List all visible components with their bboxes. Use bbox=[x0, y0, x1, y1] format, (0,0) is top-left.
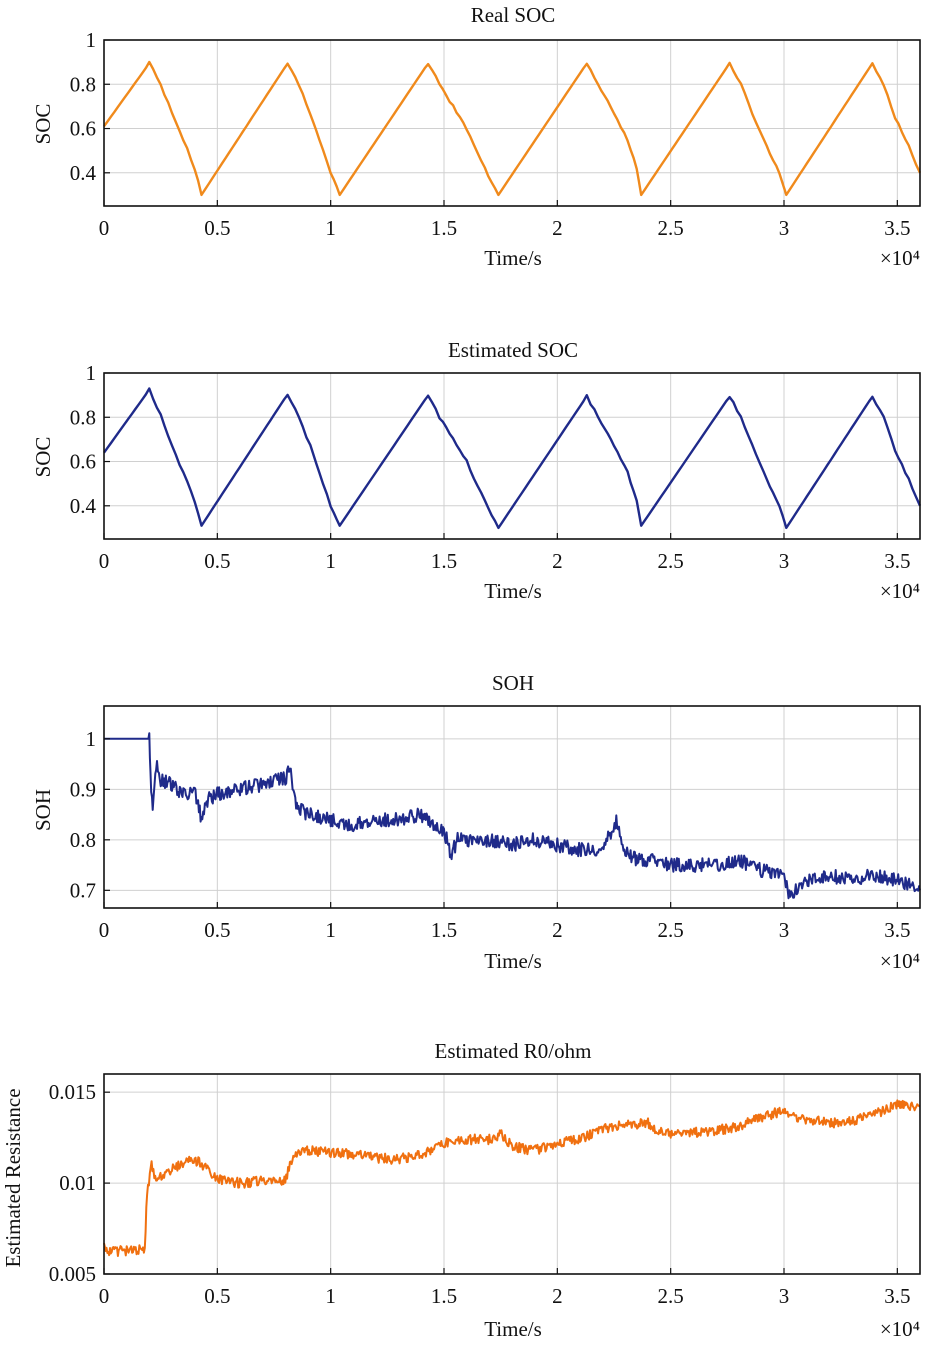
x-tick-label: 1 bbox=[325, 918, 336, 942]
x-tick-label: 1 bbox=[325, 549, 336, 573]
plot-frame bbox=[103, 1073, 921, 1275]
x-tick-label: 3.5 bbox=[884, 549, 910, 573]
x-axis-label: Time/s bbox=[484, 246, 542, 270]
y-tick-label: 0.9 bbox=[70, 777, 96, 801]
x-tick-label: 1.5 bbox=[431, 549, 457, 573]
chart-title: Real SOC bbox=[471, 3, 556, 27]
y-tick-label: 0.01 bbox=[59, 1171, 96, 1195]
x-tick-label: 0.5 bbox=[204, 216, 230, 240]
y-tick-label: 0.4 bbox=[70, 494, 97, 518]
series-line bbox=[103, 1099, 921, 1257]
chart-title: Estimated SOC bbox=[448, 338, 578, 362]
x-tick-label: 2 bbox=[552, 216, 563, 240]
series-line bbox=[103, 732, 921, 900]
x-axis-label: Time/s bbox=[484, 949, 542, 973]
y-tick-label: 0.6 bbox=[70, 117, 96, 141]
estimated-soc-panel: Estimated SOC SOC Time/s ×10⁴ 0 0.5 1 1.5 2 2… bbox=[31, 338, 922, 603]
x-tick-label: 0.5 bbox=[204, 918, 230, 942]
x-tick-label: 1 bbox=[325, 1284, 336, 1308]
x-tick-label: 2 bbox=[552, 918, 563, 942]
x-tick-label: 3.5 bbox=[884, 216, 910, 240]
x-tick-label: 0.5 bbox=[204, 1284, 230, 1308]
chart-title: SOH bbox=[492, 671, 534, 695]
x-tick-label: 3 bbox=[779, 549, 790, 573]
plot-frame bbox=[103, 39, 921, 207]
estimated-r0-panel: Estimated R0/ohm Estimated Resistance Ti… bbox=[1, 1039, 921, 1341]
y-tick-label: 1 bbox=[86, 361, 97, 385]
x-axis-label: Time/s bbox=[484, 579, 542, 603]
y-axis-label: Estimated Resistance bbox=[1, 1088, 25, 1267]
real-soc-panel: Real SOC SOC Time/s ×10⁴ 0 0.5 1 1.5 2 2.5 3 3.… bbox=[31, 3, 922, 270]
y-tick-label: 1 bbox=[86, 727, 97, 751]
x-tick-label: 3.5 bbox=[884, 1284, 910, 1308]
y-axis-label: SOH bbox=[31, 789, 55, 831]
y-tick-label: 0.6 bbox=[70, 450, 96, 474]
x-axis-multiplier: ×10⁴ bbox=[880, 1317, 920, 1341]
x-axis-multiplier: ×10⁴ bbox=[880, 579, 920, 603]
y-tick-label: 0.8 bbox=[70, 828, 96, 852]
x-tick-label: 2.5 bbox=[658, 918, 684, 942]
soh-panel: SOH SOH Time/s ×10⁴ 0 0.5 1 1.5 2 2.5 3 3.5 0.7 0… bbox=[31, 671, 921, 973]
series-line bbox=[103, 60, 922, 197]
x-tick-label: 3 bbox=[779, 216, 790, 240]
x-tick-label: 2.5 bbox=[658, 549, 684, 573]
y-tick-label: 0.4 bbox=[70, 161, 97, 185]
x-tick-label: 2 bbox=[552, 549, 563, 573]
x-tick-label: 2.5 bbox=[658, 216, 684, 240]
y-tick-label: 0.015 bbox=[49, 1080, 96, 1104]
plot-frame bbox=[103, 705, 921, 909]
chart-title: Estimated R0/ohm bbox=[435, 1039, 592, 1063]
x-tick-label: 2.5 bbox=[658, 1284, 684, 1308]
x-tick-label: 3 bbox=[779, 918, 790, 942]
y-tick-label: 0.7 bbox=[70, 878, 96, 902]
x-axis-label: Time/s bbox=[484, 1317, 542, 1341]
series-line bbox=[103, 387, 922, 530]
y-tick-label: 1 bbox=[86, 28, 97, 52]
y-tick-label: 0.8 bbox=[70, 405, 96, 429]
x-tick-label: 1 bbox=[325, 216, 336, 240]
plot-frame bbox=[103, 372, 921, 540]
x-tick-label: 2 bbox=[552, 1284, 563, 1308]
x-tick-label: 0.5 bbox=[204, 549, 230, 573]
x-tick-label: 3.5 bbox=[884, 918, 910, 942]
x-tick-label: 3 bbox=[779, 1284, 790, 1308]
y-axis-label: SOC bbox=[31, 104, 55, 145]
x-tick-label: 0 bbox=[99, 216, 110, 240]
x-tick-label: 0 bbox=[99, 549, 110, 573]
x-tick-label: 1.5 bbox=[431, 1284, 457, 1308]
x-tick-label: 1.5 bbox=[431, 918, 457, 942]
y-tick-label: 0.005 bbox=[49, 1262, 96, 1286]
y-axis-label: SOC bbox=[31, 437, 55, 478]
x-tick-label: 0 bbox=[99, 918, 110, 942]
y-tick-label: 0.8 bbox=[70, 72, 96, 96]
x-tick-label: 1.5 bbox=[431, 216, 457, 240]
x-tick-label: 0 bbox=[99, 1284, 110, 1308]
x-axis-multiplier: ×10⁴ bbox=[880, 949, 920, 973]
x-axis-multiplier: ×10⁴ bbox=[880, 246, 920, 270]
